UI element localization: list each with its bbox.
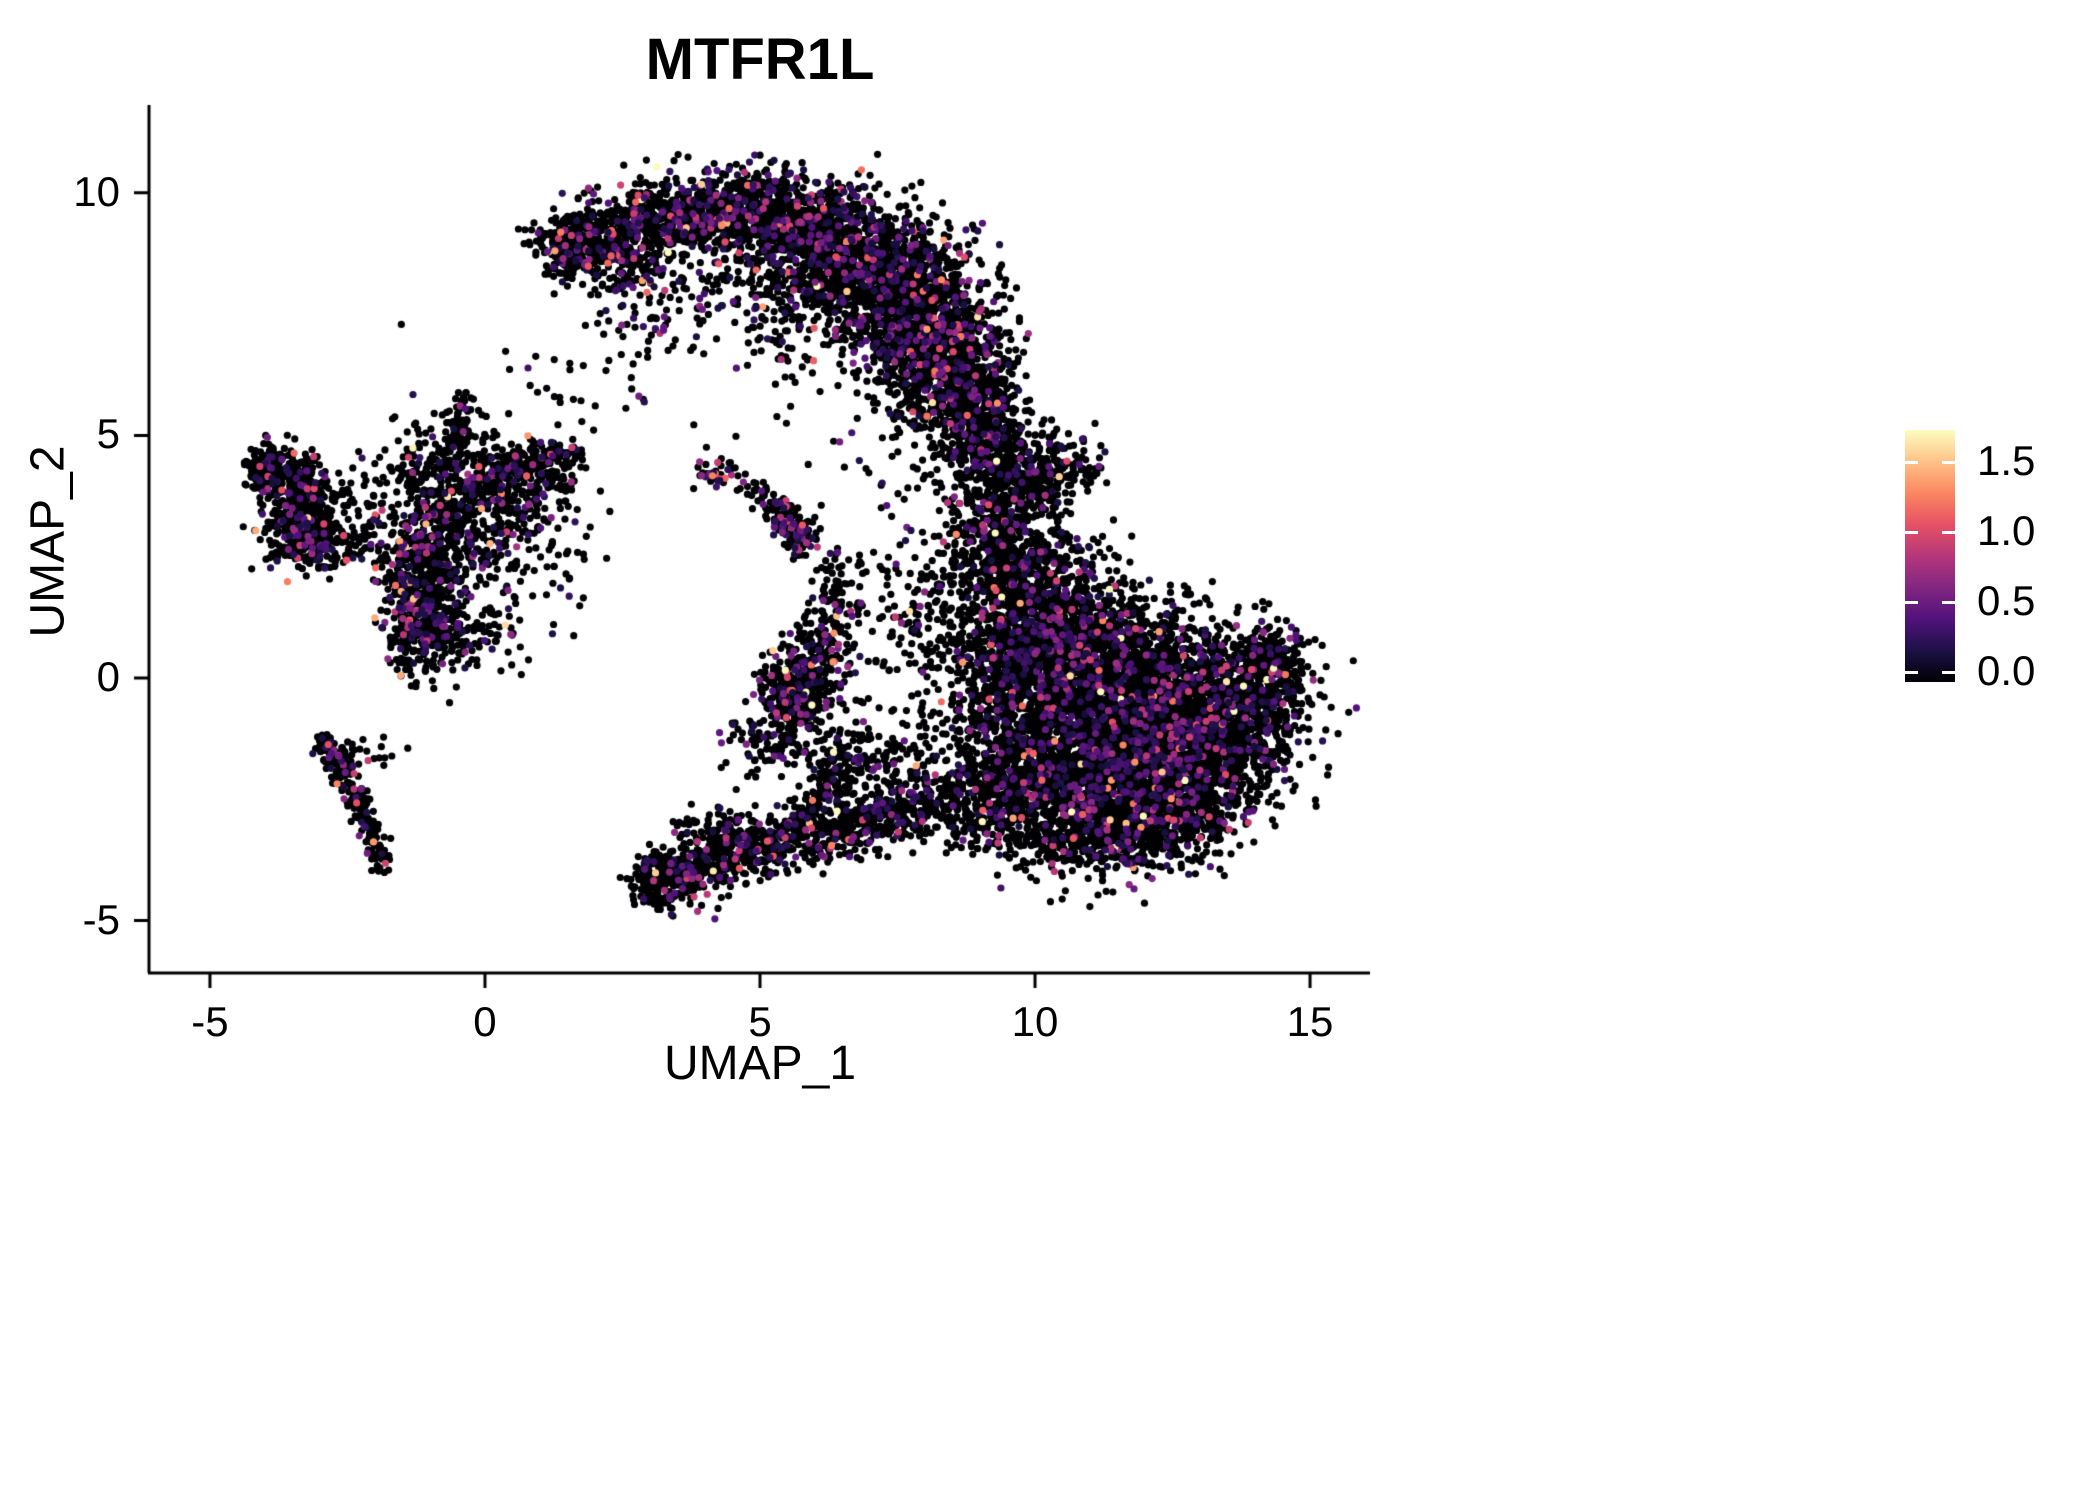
y-tick-label: 5 [96,410,120,458]
x-tick-label: -5 [191,998,229,1045]
colorbar-tick-mark [1905,460,1918,464]
x-tick-label: 5 [748,998,772,1045]
colorbar-tick-label: 0.5 [1977,577,2036,625]
y-tick-label: 0 [96,652,120,700]
x-tick-label: 10 [1011,998,1059,1045]
x-axis-label: UMAP_1 [663,1037,857,1090]
colorbar-tick-mark [1905,670,1918,674]
colorbar-tick-mark [1942,460,1955,464]
colorbar-tick-mark [1905,530,1918,534]
colorbar-tick-mark [1942,530,1955,534]
colorbar-gradient [1905,430,1955,682]
colorbar-tick-label: 1.0 [1977,507,2036,555]
y-tick-label: -5 [82,895,120,943]
x-tick-label: 15 [1286,998,1334,1045]
colorbar-tick-label: 1.5 [1977,437,2036,485]
x-tick-label: 0 [473,998,497,1045]
colorbar-tick-label: 0.0 [1977,647,2036,695]
y-tick-label: 10 [73,167,120,215]
plot-title: MTFR1L [645,27,875,92]
colorbar-tick-mark [1942,600,1955,604]
colorbar-legend: 1.5 1.0 0.5 0.0 [1905,430,2035,694]
colorbar-tick-mark [1942,670,1955,674]
colorbar-tick-mark [1905,600,1918,604]
